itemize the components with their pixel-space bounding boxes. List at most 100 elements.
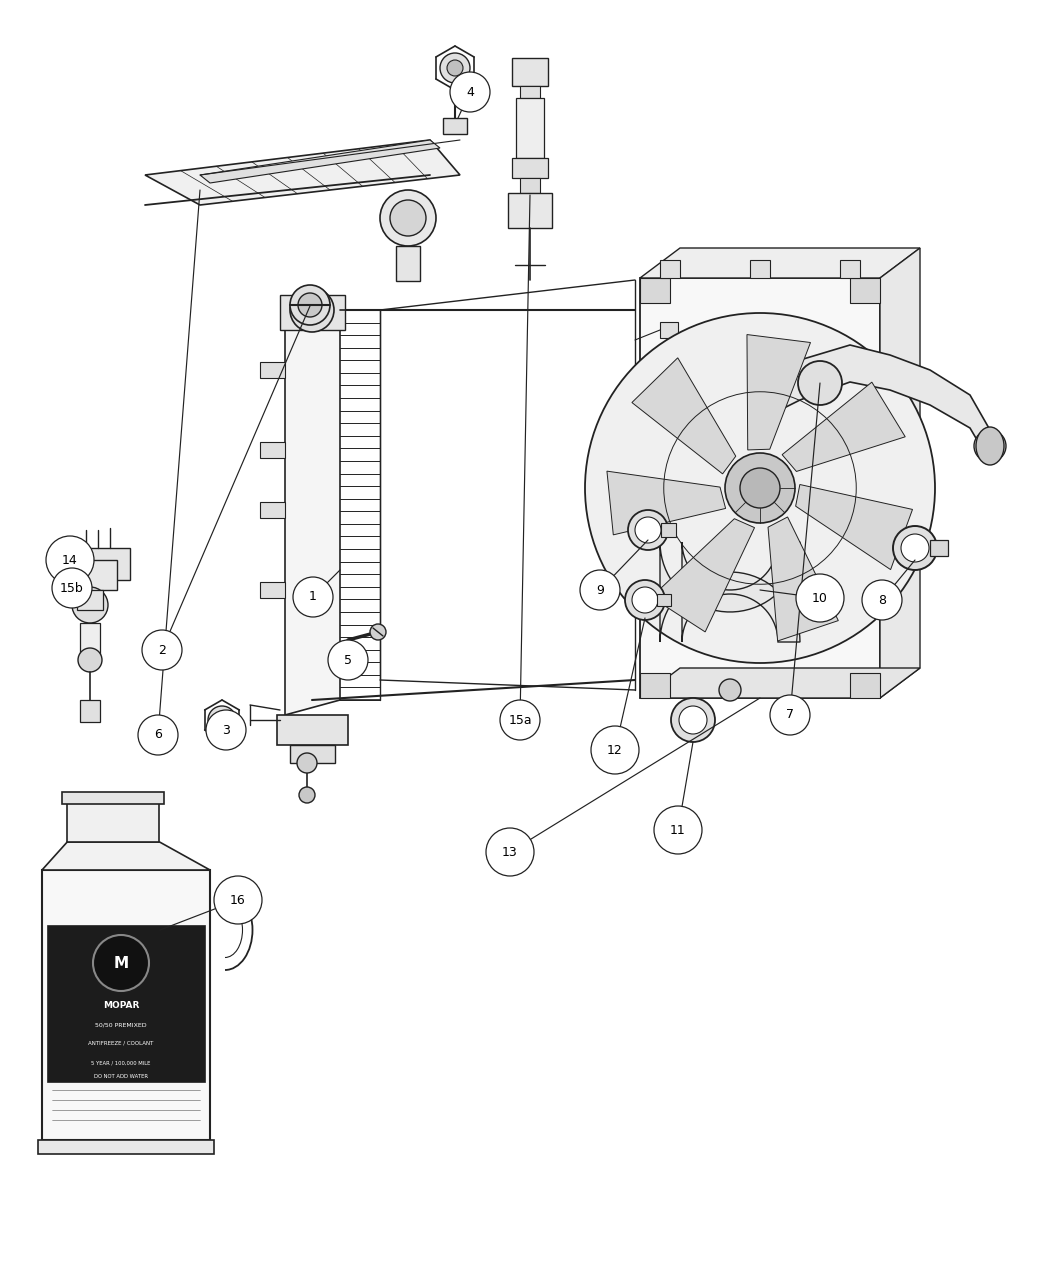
Polygon shape: [880, 249, 920, 697]
Text: MOPAR: MOPAR: [103, 1001, 140, 1010]
Bar: [512, 57, 548, 85]
Circle shape: [206, 710, 246, 750]
Text: ANTIFREEZE / COOLANT: ANTIFREEZE / COOLANT: [88, 1040, 153, 1045]
Text: 5: 5: [344, 654, 352, 667]
Bar: [396, 246, 420, 280]
Polygon shape: [632, 358, 736, 474]
Text: 10: 10: [812, 592, 828, 604]
Circle shape: [796, 574, 844, 622]
Circle shape: [724, 453, 795, 523]
Bar: [280, 295, 345, 330]
Bar: [662, 523, 676, 537]
Circle shape: [290, 286, 330, 325]
Circle shape: [78, 648, 102, 672]
Circle shape: [591, 725, 639, 774]
Text: 4: 4: [466, 85, 474, 98]
Polygon shape: [651, 519, 755, 632]
Bar: [47, 924, 205, 1081]
Text: 8: 8: [878, 593, 886, 607]
Bar: [516, 98, 544, 158]
Polygon shape: [660, 542, 800, 643]
Circle shape: [214, 876, 262, 924]
Text: 11: 11: [670, 824, 686, 836]
Text: 15a: 15a: [508, 714, 531, 727]
Circle shape: [450, 71, 490, 112]
Bar: [260, 442, 285, 458]
Circle shape: [440, 54, 470, 83]
Bar: [930, 541, 948, 556]
Polygon shape: [200, 140, 440, 184]
Bar: [640, 278, 880, 697]
Bar: [512, 158, 548, 178]
Circle shape: [72, 586, 108, 623]
Circle shape: [585, 312, 934, 663]
Circle shape: [654, 806, 702, 854]
Bar: [80, 623, 100, 658]
Polygon shape: [796, 484, 912, 570]
Polygon shape: [782, 382, 905, 472]
Bar: [443, 119, 467, 134]
Circle shape: [299, 787, 315, 803]
Bar: [38, 1140, 214, 1154]
Circle shape: [770, 695, 810, 734]
Circle shape: [328, 640, 368, 680]
Bar: [77, 590, 103, 609]
Circle shape: [293, 578, 333, 617]
Circle shape: [580, 570, 620, 609]
Bar: [508, 193, 552, 228]
Circle shape: [298, 293, 322, 317]
Polygon shape: [42, 842, 210, 870]
Ellipse shape: [976, 427, 1004, 465]
Bar: [277, 715, 348, 745]
Circle shape: [628, 510, 668, 550]
Text: 50/50 PREMIXED: 50/50 PREMIXED: [96, 1023, 147, 1028]
Circle shape: [46, 536, 94, 584]
Bar: [660, 521, 678, 538]
Circle shape: [52, 567, 92, 608]
Circle shape: [142, 630, 182, 669]
Text: 12: 12: [607, 743, 623, 756]
Bar: [660, 260, 680, 278]
Bar: [260, 362, 285, 377]
Bar: [640, 673, 670, 697]
Text: 1: 1: [309, 590, 317, 603]
Bar: [660, 391, 678, 408]
Text: 3: 3: [222, 723, 230, 737]
Polygon shape: [145, 140, 460, 205]
Circle shape: [93, 935, 149, 991]
Bar: [70, 556, 78, 572]
Bar: [42, 870, 210, 1140]
Text: DO NOT ADD WATER: DO NOT ADD WATER: [94, 1075, 148, 1080]
Circle shape: [625, 580, 665, 620]
Text: 15b: 15b: [60, 581, 84, 594]
Circle shape: [719, 680, 741, 701]
Circle shape: [500, 700, 540, 739]
Bar: [78, 548, 130, 580]
Bar: [660, 592, 678, 608]
Circle shape: [380, 190, 436, 246]
Bar: [290, 745, 335, 762]
Circle shape: [892, 527, 937, 570]
Bar: [62, 792, 164, 805]
Polygon shape: [760, 346, 990, 462]
Bar: [260, 502, 285, 518]
Circle shape: [635, 516, 662, 543]
Polygon shape: [285, 310, 340, 715]
Bar: [72, 560, 117, 590]
Bar: [850, 673, 880, 697]
Text: M: M: [113, 955, 128, 970]
Circle shape: [390, 200, 426, 236]
Circle shape: [974, 430, 1006, 462]
Bar: [520, 179, 540, 193]
Bar: [840, 260, 860, 278]
Text: 7: 7: [786, 709, 794, 722]
Text: 5 YEAR / 100,000 MILE: 5 YEAR / 100,000 MILE: [91, 1061, 151, 1066]
Text: 13: 13: [502, 845, 518, 858]
Bar: [660, 323, 678, 338]
Polygon shape: [640, 668, 920, 697]
Text: 6: 6: [154, 728, 162, 742]
Circle shape: [138, 715, 179, 755]
Text: 14: 14: [62, 553, 78, 566]
Bar: [67, 802, 159, 842]
Text: 2: 2: [159, 644, 166, 657]
